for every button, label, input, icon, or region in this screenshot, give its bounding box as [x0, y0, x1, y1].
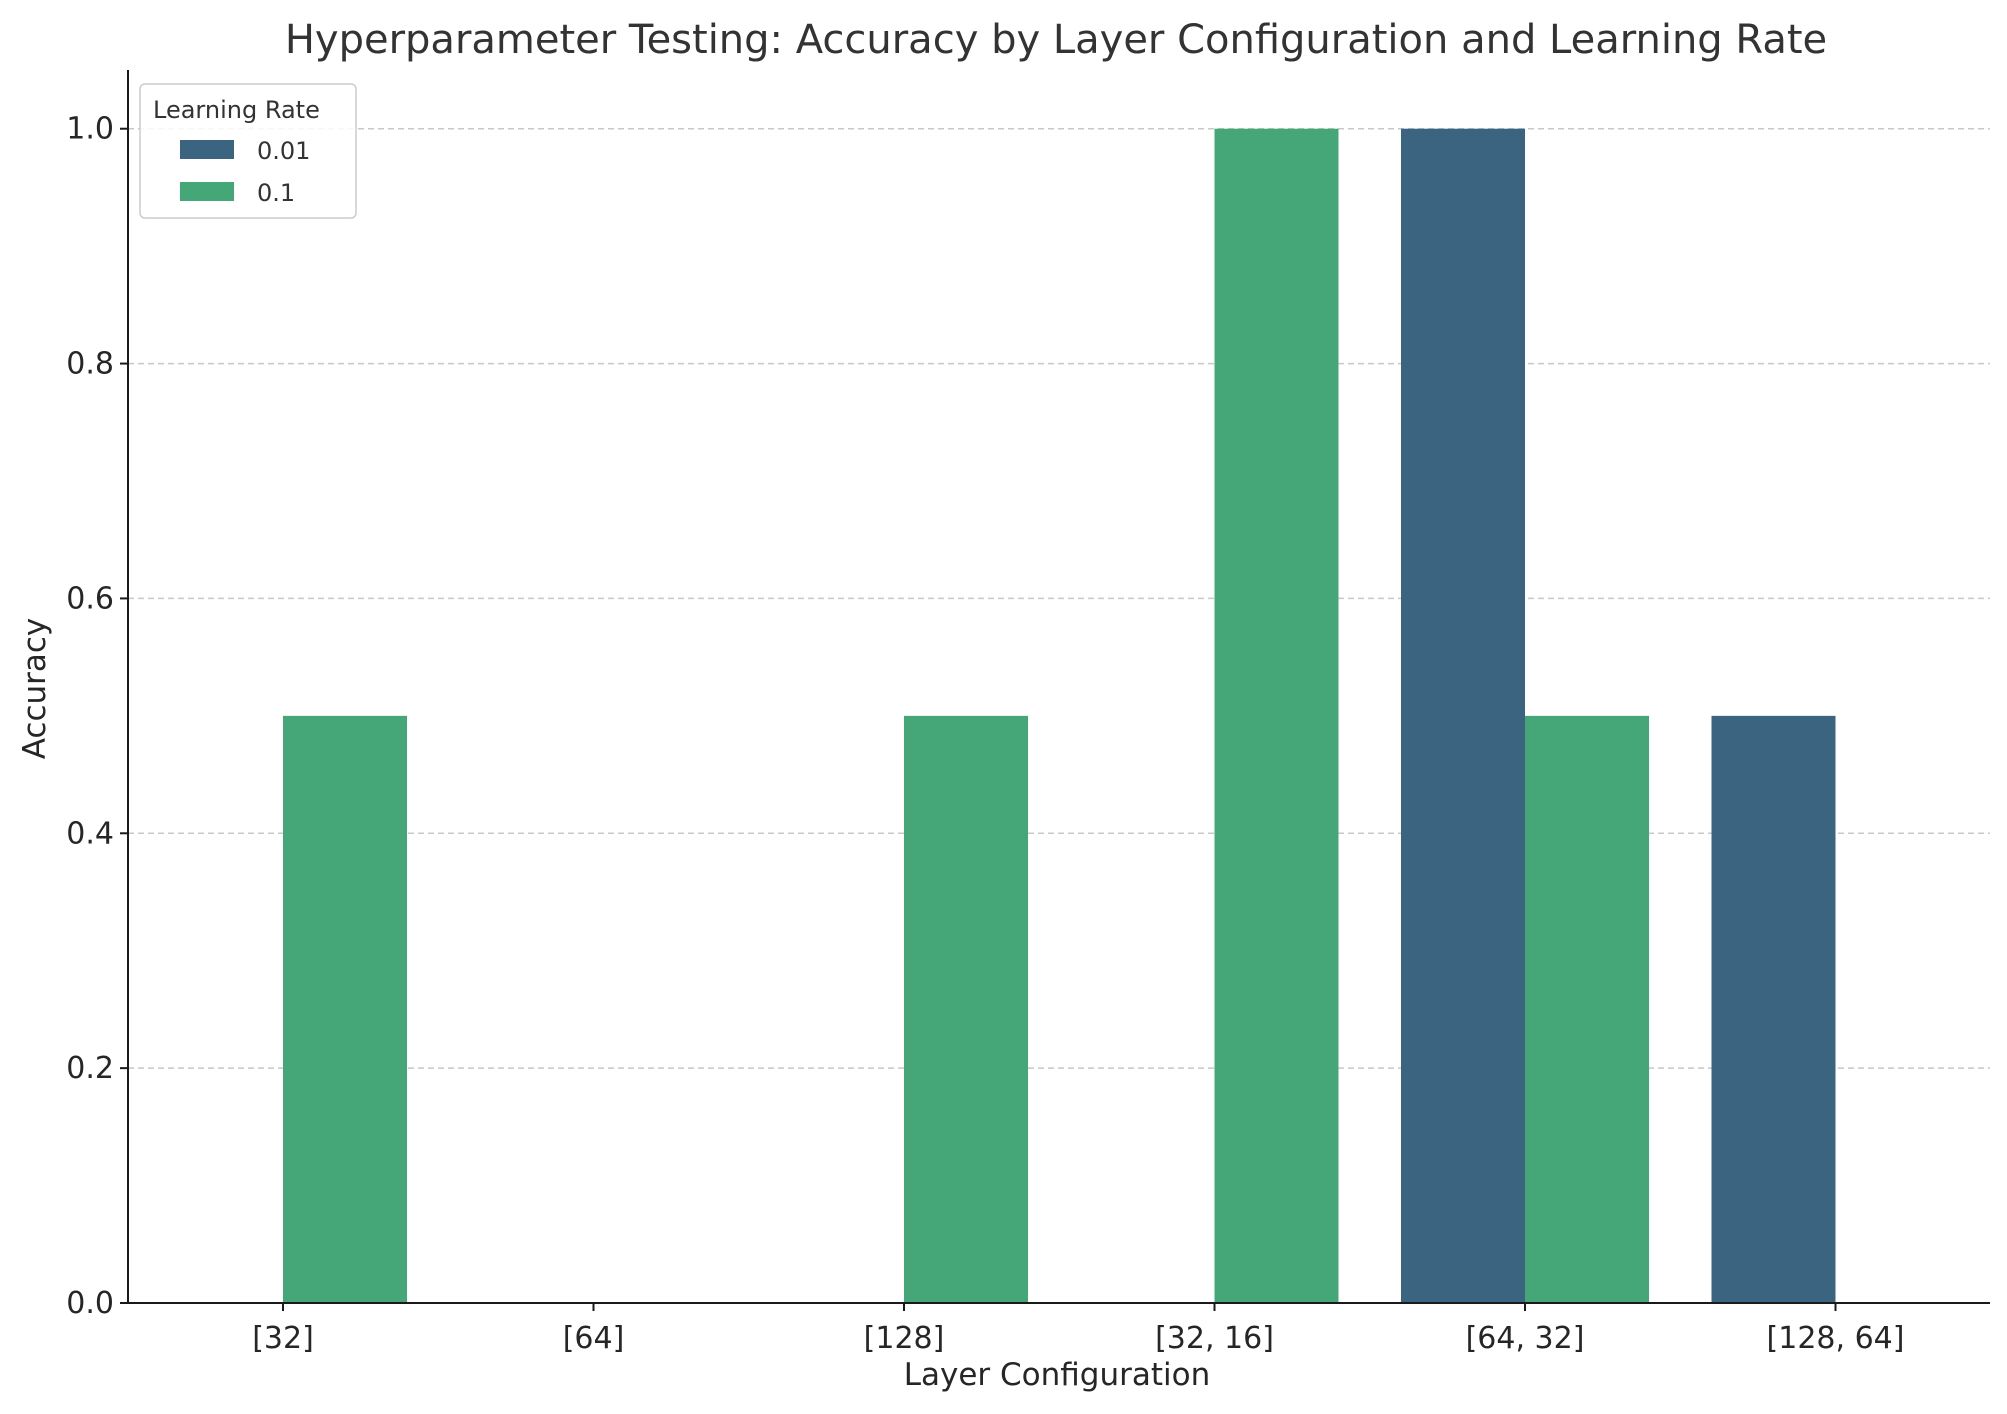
legend-entries: 0.01 0.1	[180, 137, 310, 207]
legend-entry-label: 0.1	[257, 179, 295, 207]
legend: Learning Rate 0.01 0.1	[139, 83, 357, 219]
y-tick-label: 0.6	[66, 581, 114, 616]
y-tick-label: 0.8	[66, 347, 114, 382]
x-tick-label: [64]	[563, 1321, 625, 1356]
grid-layer	[128, 127, 1990, 1069]
bar-0.1-[32, 16]	[1214, 128, 1339, 1304]
x-tick-label: [32, 16]	[1155, 1321, 1274, 1356]
legend-swatch	[180, 182, 234, 201]
y-tick-label: 1.0	[66, 112, 114, 147]
axis-layer	[127, 70, 1990, 1304]
x-tick-label: [128, 64]	[1767, 1321, 1905, 1356]
legend-entry-label: 0.01	[257, 137, 310, 165]
legend-swatch	[180, 140, 234, 159]
x-tick-label: [64, 32]	[1466, 1321, 1585, 1356]
y-tick-label: 0.2	[66, 1051, 114, 1086]
x-tick-label: [128]	[864, 1321, 945, 1356]
x-tick-label: [32]	[252, 1321, 314, 1356]
x-axis-label: Layer Configuration	[904, 1357, 1211, 1393]
bar-0.1-[32]	[283, 715, 407, 1303]
bar-0.01-[64, 32]	[1401, 128, 1525, 1304]
y-tick-label: 0.0	[66, 1286, 114, 1321]
bar-0.1-[128]	[904, 715, 1028, 1303]
bar-0.1-[64, 32]	[1525, 715, 1649, 1303]
chart-title: Hyperparameter Testing: Accuracy by Laye…	[285, 17, 1827, 63]
bar-0.01-[128, 64]	[1711, 715, 1836, 1303]
tick-layer: 0.0 0.2 0.4 0.6 0.8 1.0 [32] [64] [128] [32, 16] […	[66, 112, 1904, 1356]
y-tick-label: 0.4	[66, 816, 114, 851]
y-axis-label: Accuracy	[17, 618, 53, 760]
bar-layer	[283, 128, 1836, 1304]
legend-title: Learning Rate	[153, 96, 320, 124]
